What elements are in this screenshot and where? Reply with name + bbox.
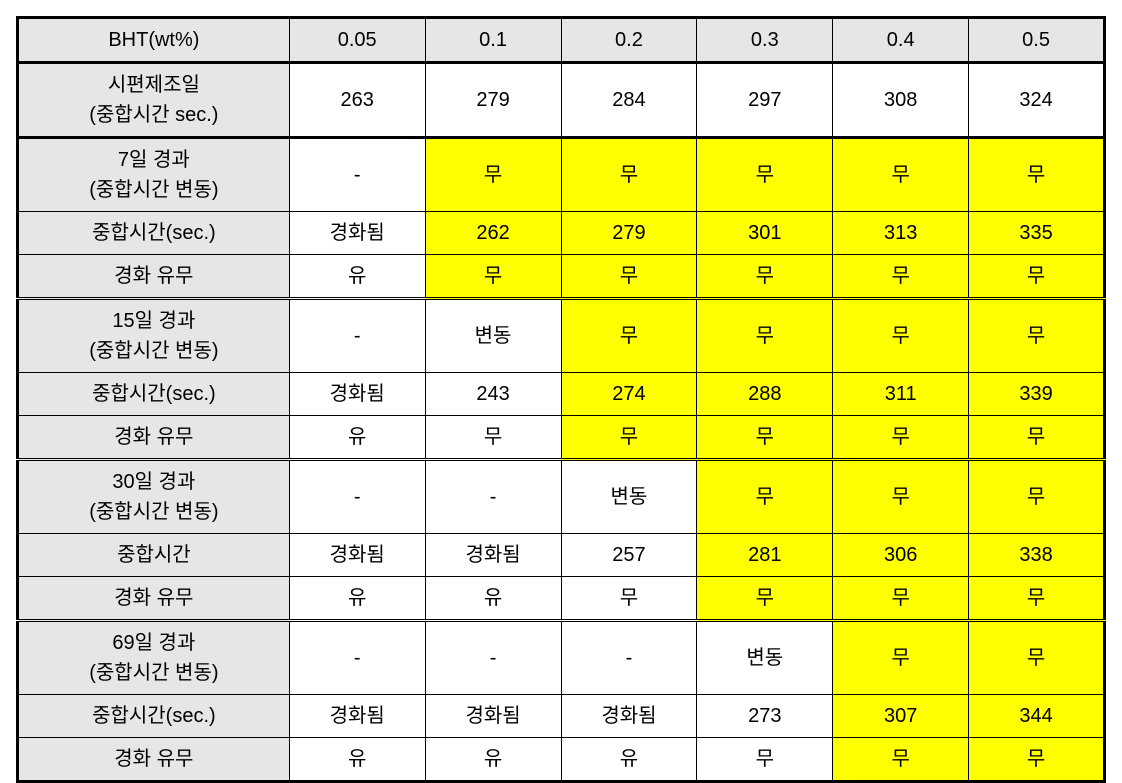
data-cell: 무 [833, 416, 969, 460]
data-cell: 무 [697, 255, 833, 299]
data-cell: 338 [969, 534, 1105, 577]
data-cell: 무 [969, 738, 1105, 782]
data-cell: 313 [833, 212, 969, 255]
data-cell: 243 [425, 373, 561, 416]
data-cell: 무 [697, 416, 833, 460]
data-cell: 무 [561, 577, 697, 621]
data-cell: 324 [969, 63, 1105, 138]
data-cell: 무 [697, 460, 833, 534]
data-cell: 273 [697, 695, 833, 738]
data-cell: 무 [833, 460, 969, 534]
data-cell: 335 [969, 212, 1105, 255]
data-cell: 308 [833, 63, 969, 138]
data-cell: 경화됨 [425, 534, 561, 577]
row-label: 15일 경과(중합시간 변동) [18, 299, 290, 373]
data-cell: 306 [833, 534, 969, 577]
data-cell: 경화됨 [289, 695, 425, 738]
header-value: 0.5 [969, 18, 1105, 63]
data-cell: 307 [833, 695, 969, 738]
data-cell: 변동 [561, 460, 697, 534]
data-cell: 유 [425, 577, 561, 621]
data-cell: - [561, 621, 697, 695]
row-label: 7일 경과(중합시간 변동) [18, 138, 290, 212]
data-cell: - [289, 299, 425, 373]
data-cell: 유 [561, 738, 697, 782]
data-cell: 무 [425, 255, 561, 299]
data-cell: - [425, 460, 561, 534]
data-cell: 유 [289, 577, 425, 621]
data-cell: 344 [969, 695, 1105, 738]
data-cell: 경화됨 [289, 373, 425, 416]
data-cell: 무 [561, 255, 697, 299]
data-cell: - [289, 460, 425, 534]
header-value: 0.3 [697, 18, 833, 63]
data-table: BHT(wt%)0.050.10.20.30.40.5 시편제조일(중합시간 se… [16, 16, 1106, 783]
header-value: 0.1 [425, 18, 561, 63]
data-cell: 무 [697, 299, 833, 373]
data-cell: 무 [697, 138, 833, 212]
row-label: 69일 경과(중합시간 변동) [18, 621, 290, 695]
data-cell: 무 [969, 460, 1105, 534]
data-cell: 279 [425, 63, 561, 138]
data-cell: 무 [425, 138, 561, 212]
row-label: 중합시간(sec.) [18, 373, 290, 416]
data-cell: - [289, 138, 425, 212]
data-cell: 무 [833, 299, 969, 373]
data-cell: 무 [969, 255, 1105, 299]
row-label: 경화 유무 [18, 255, 290, 299]
row-label: 경화 유무 [18, 577, 290, 621]
data-cell: 유 [289, 738, 425, 782]
data-cell: - [289, 621, 425, 695]
data-cell: 284 [561, 63, 697, 138]
data-cell: 무 [561, 299, 697, 373]
data-cell: 무 [833, 138, 969, 212]
data-cell: 무 [833, 255, 969, 299]
row-label: 경화 유무 [18, 738, 290, 782]
data-cell: 311 [833, 373, 969, 416]
data-cell: 유 [289, 255, 425, 299]
data-cell: 263 [289, 63, 425, 138]
data-cell: 262 [425, 212, 561, 255]
data-cell: 유 [289, 416, 425, 460]
header-value: 0.4 [833, 18, 969, 63]
data-cell: 무 [697, 738, 833, 782]
data-cell: - [425, 621, 561, 695]
row-label: 중합시간 [18, 534, 290, 577]
header-value: 0.2 [561, 18, 697, 63]
row-label: 시편제조일(중합시간 sec.) [18, 63, 290, 138]
data-cell: 281 [697, 534, 833, 577]
row-label: 경화 유무 [18, 416, 290, 460]
data-cell: 유 [425, 738, 561, 782]
data-cell: 297 [697, 63, 833, 138]
data-cell: 288 [697, 373, 833, 416]
data-cell: 301 [697, 212, 833, 255]
data-cell: 무 [969, 416, 1105, 460]
data-cell: 경화됨 [561, 695, 697, 738]
data-cell: 무 [969, 621, 1105, 695]
row-label: 중합시간(sec.) [18, 212, 290, 255]
header-label: BHT(wt%) [18, 18, 290, 63]
data-cell: 경화됨 [425, 695, 561, 738]
data-cell: 257 [561, 534, 697, 577]
header-value: 0.05 [289, 18, 425, 63]
data-cell: 무 [969, 577, 1105, 621]
row-label: 30일 경과(중합시간 변동) [18, 460, 290, 534]
data-cell: 무 [833, 621, 969, 695]
data-cell: 무 [425, 416, 561, 460]
data-cell: 변동 [697, 621, 833, 695]
row-label: 중합시간(sec.) [18, 695, 290, 738]
data-cell: 무 [697, 577, 833, 621]
data-cell: 무 [969, 299, 1105, 373]
data-cell: 변동 [425, 299, 561, 373]
data-cell: 279 [561, 212, 697, 255]
data-cell: 274 [561, 373, 697, 416]
data-cell: 무 [561, 416, 697, 460]
data-cell: 무 [833, 577, 969, 621]
data-cell: 경화됨 [289, 212, 425, 255]
data-cell: 무 [561, 138, 697, 212]
data-cell: 무 [833, 738, 969, 782]
data-cell: 339 [969, 373, 1105, 416]
data-cell: 경화됨 [289, 534, 425, 577]
data-cell: 무 [969, 138, 1105, 212]
